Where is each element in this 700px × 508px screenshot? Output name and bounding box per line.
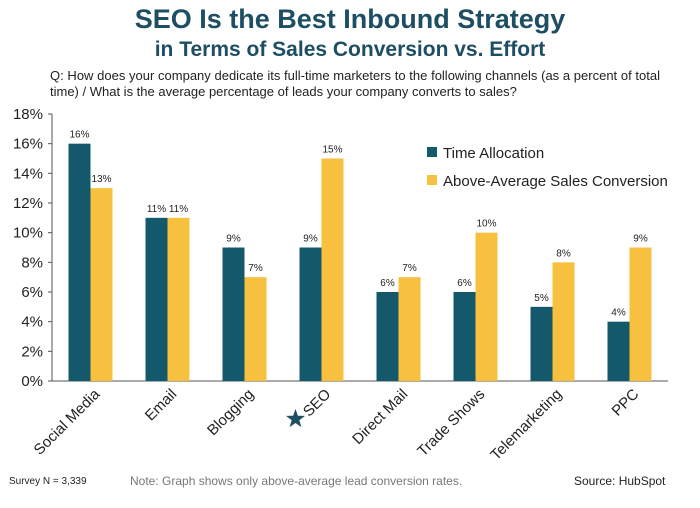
- data-label: 11%: [169, 204, 188, 215]
- bars: [68, 143, 652, 381]
- legend: Time Allocation Above-Average Sales Conve…: [427, 145, 668, 190]
- x-tick-label: Social Media: [31, 385, 104, 458]
- data-label: 7%: [402, 263, 417, 274]
- data-label: 9%: [633, 234, 648, 245]
- data-label: 13%: [91, 174, 111, 185]
- data-label: 5%: [534, 293, 549, 304]
- x-tick-label: SEO: [300, 386, 334, 420]
- y-tick-label: 6%: [21, 284, 43, 301]
- bar-time-allocation: [145, 217, 168, 381]
- bar-time-allocation: [68, 143, 91, 381]
- bar-time-allocation: [453, 292, 476, 381]
- bar-sales-conversion: [629, 247, 652, 381]
- data-label: 15%: [322, 145, 342, 156]
- bar-time-allocation: [530, 306, 553, 381]
- legend-label: Above-Average Sales Conversion: [443, 173, 668, 190]
- y-tick-label: 12%: [13, 195, 43, 212]
- y-tick-label: 2%: [21, 343, 43, 360]
- source-credit: Source: HubSpot: [574, 474, 666, 488]
- y-tick-label: 14%: [13, 165, 43, 182]
- bar-sales-conversion: [244, 277, 267, 381]
- data-label: 9%: [303, 234, 318, 245]
- bar-time-allocation: [222, 247, 245, 381]
- data-label: 7%: [248, 263, 263, 274]
- survey-question: Q: How does your company dedicate its fu…: [50, 68, 660, 99]
- survey-size: Survey N = 3,339: [9, 476, 87, 487]
- x-tick-label: PPC: [608, 386, 642, 420]
- data-labels: 16% 13% 11% 11% 9% 7% 9% 15% 6% 7% 6% 10% 5% 8% 4% 9%: [69, 130, 647, 319]
- x-tick-label: Email: [142, 386, 181, 425]
- chart-subtitle: in Terms of Sales Conversion vs. Effort: [154, 38, 546, 61]
- y-tick-label: 16%: [13, 136, 43, 153]
- chart-title: SEO Is the Best Inbound Strategy: [134, 4, 566, 34]
- bar-sales-conversion: [398, 277, 421, 381]
- data-label: 10%: [476, 219, 496, 230]
- y-tick-label: 8%: [21, 254, 43, 271]
- bar-time-allocation: [607, 321, 630, 381]
- y-tick-label: 4%: [21, 314, 43, 331]
- footnote: Note: Graph shows only above-average lea…: [130, 474, 463, 488]
- legend-label: Time Allocation: [443, 145, 544, 162]
- legend-swatch: [427, 147, 437, 157]
- bar-sales-conversion: [552, 262, 575, 381]
- y-tick-label: 10%: [13, 225, 43, 242]
- bar-sales-conversion: [475, 232, 498, 381]
- x-tick-label: Telemarketing: [487, 386, 565, 464]
- chart-axes: 0% 2% 4% 6% 8% 10% 12% 14% 16% 18%: [13, 106, 668, 390]
- y-tick-label: 0%: [21, 373, 43, 390]
- bar-time-allocation: [299, 247, 322, 381]
- data-label: 4%: [611, 308, 626, 319]
- data-label: 16%: [69, 130, 89, 141]
- x-axis-labels: Social Media Email Blogging SEO Direct Mail T…: [31, 385, 643, 464]
- data-label: 8%: [556, 248, 571, 259]
- star-icon: [286, 409, 305, 428]
- y-tick-label: 18%: [13, 106, 43, 123]
- data-label: 9%: [226, 234, 241, 245]
- bar-sales-conversion: [90, 188, 113, 381]
- data-label: 6%: [457, 278, 472, 289]
- bar-sales-conversion: [167, 217, 190, 381]
- data-label: 11%: [147, 204, 166, 215]
- x-tick-label: Trade Shows: [414, 386, 488, 460]
- x-tick-label: Direct Mail: [349, 386, 411, 448]
- data-label: 6%: [380, 278, 395, 289]
- bar-time-allocation: [376, 292, 399, 381]
- legend-swatch: [427, 175, 437, 185]
- bar-sales-conversion: [321, 158, 344, 381]
- x-tick-label: Blogging: [204, 386, 257, 439]
